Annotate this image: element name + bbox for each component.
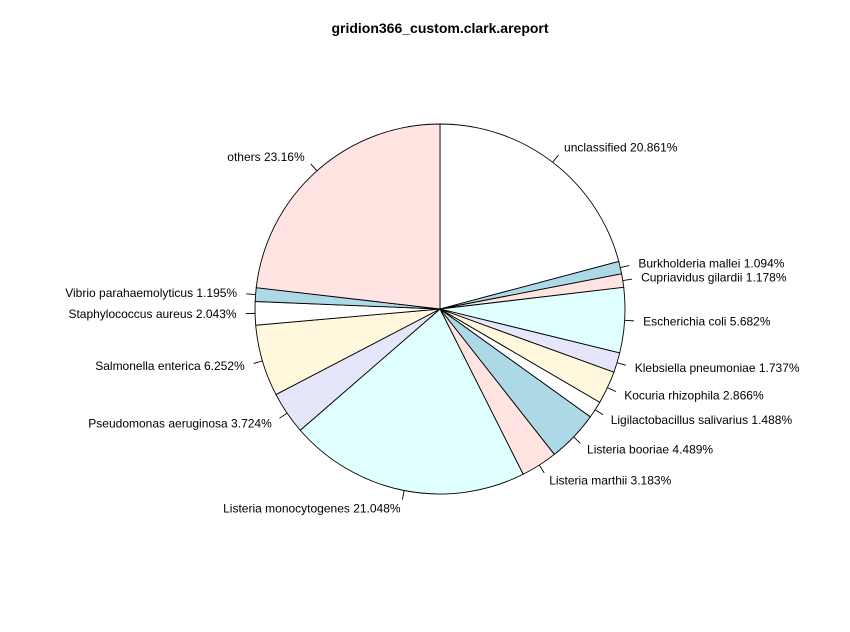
slice-label-7: Listeria booriae 4.489%: [587, 443, 713, 457]
slice-label-2: Cupriavidus gilardii 1.178%: [641, 271, 787, 285]
slice-label-5: Kocuria rhizophila 2.866%: [624, 388, 764, 402]
pie-labels: unclassified 20.861% Burkholderia mallei …: [65, 141, 800, 516]
slice-label-14: others 23.16%: [227, 150, 305, 164]
slice-label-13: Vibrio parahaemolyticus 1.195%: [65, 286, 237, 300]
pie-slices: [254, 123, 626, 495]
slice-label-11: Salmonella enterica 6.252%: [95, 359, 245, 373]
slice-label-9: Listeria monocytogenes 21.048%: [223, 502, 401, 516]
pie-label-ticks: [245, 154, 634, 500]
label-tick-0: [552, 154, 559, 163]
label-tick-13: [246, 293, 256, 296]
slice-label-8: Listeria marthii 3.183%: [549, 474, 671, 488]
label-tick-10: [279, 412, 288, 419]
slice-label-4: Klebsiella pneumoniae 1.737%: [635, 361, 800, 375]
label-tick-5: [607, 387, 617, 392]
slice-label-6: Ligilactobacillus salivarius 1.488%: [611, 413, 793, 427]
label-tick-9: [401, 490, 405, 500]
slice-label-0: unclassified 20.861%: [564, 141, 678, 155]
slice-label-10: Pseudomonas aeruginosa 3.724%: [88, 417, 272, 431]
label-tick-8: [538, 464, 545, 474]
slice-label-1: Burkholderia mallei 1.094%: [638, 256, 784, 270]
label-tick-7: [573, 436, 581, 444]
chart-title: gridion366_custom.clark.areport: [331, 20, 549, 36]
label-tick-11: [253, 360, 263, 364]
slice-label-3: Escherichia coli 5.682%: [643, 314, 771, 328]
label-tick-14: [310, 163, 318, 172]
label-tick-6: [594, 409, 604, 416]
slice-label-12: Staphylococcus aureus 2.043%: [68, 307, 236, 321]
label-tick-3: [624, 319, 634, 322]
label-tick-2: [622, 278, 633, 282]
label-tick-4: [616, 362, 627, 366]
label-tick-1: [620, 265, 630, 269]
pie-slice-9: [299, 308, 524, 495]
